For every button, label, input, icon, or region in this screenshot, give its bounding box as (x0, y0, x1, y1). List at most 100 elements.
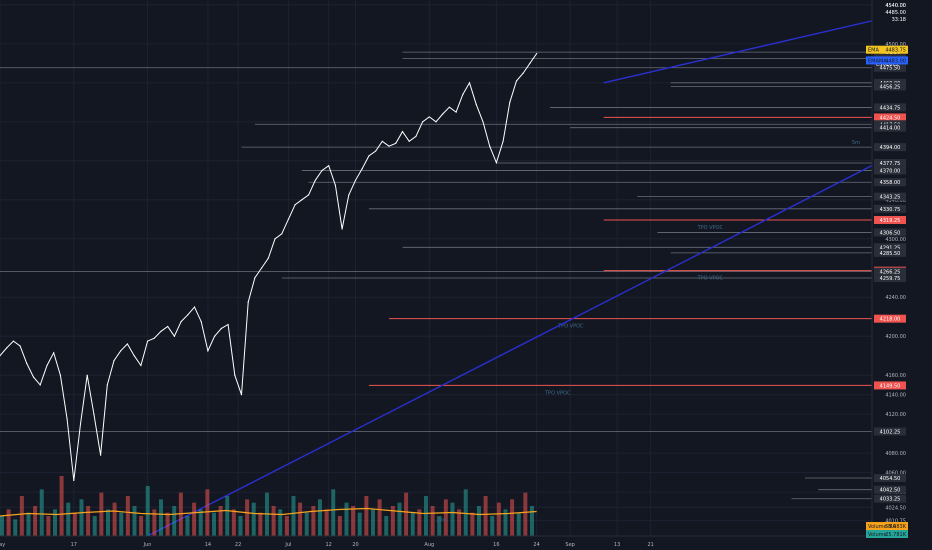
price-point (328, 165, 330, 167)
volume-bar (410, 512, 415, 536)
volume-bar (390, 506, 395, 536)
volume-bar (516, 512, 521, 536)
price-point (120, 350, 122, 352)
volume-bar (152, 509, 157, 536)
badge-box (866, 522, 908, 530)
volume-bar (238, 516, 243, 536)
time-axis[interactable]: May 17 Jun 14 22 Jul 12 20 Aug 16 24 Sep 13 21 (0, 535, 872, 550)
price-label: 4033.25 (880, 497, 901, 503)
price-point (482, 121, 484, 123)
price-point (173, 335, 175, 337)
volume-bar (351, 506, 356, 536)
price-point (73, 479, 75, 482)
volume-bar (437, 516, 442, 536)
volume-bar (423, 496, 428, 536)
vpoc-label: TPO VPOC (697, 225, 724, 231)
price-point (146, 340, 149, 342)
volume-bar (364, 496, 369, 536)
volume-bar (476, 506, 481, 536)
price-point (354, 179, 357, 181)
price-point (536, 53, 538, 55)
price-point (254, 277, 256, 279)
price-point (281, 233, 283, 235)
price-label: 4414.00 (880, 126, 901, 132)
vpoc-levels[interactable]: TPO VPOC TPO VPOC TPO VPOC TPO VPOC (368, 116, 872, 396)
price-point (307, 194, 310, 196)
volume-bar (145, 486, 150, 536)
vpoc-label: TPO VPOC (544, 390, 571, 396)
price-point (140, 364, 142, 367)
vpoc-label: TPO VPOC (697, 276, 724, 282)
price-label: 4377.75 (880, 161, 901, 167)
x-tick-label: Sep (565, 542, 574, 548)
x-tick-label: 17 (71, 542, 77, 548)
volume-bar (304, 512, 309, 536)
grid-lines (0, 0, 872, 536)
price-label-box (874, 248, 906, 257)
price-point (46, 364, 48, 367)
volume-bar (443, 499, 448, 536)
volume-bar (231, 509, 236, 536)
price-label-box (874, 158, 906, 167)
volume-bar (258, 512, 263, 536)
y-tick-label: 4240.00 (885, 295, 906, 301)
price-point (361, 167, 363, 170)
price-point (106, 384, 108, 386)
price-point (321, 169, 323, 172)
price-point (401, 130, 404, 133)
price-label: 4370.00 (880, 169, 901, 175)
price-point (227, 323, 229, 326)
price-point (79, 423, 82, 425)
volume-bar (496, 502, 501, 536)
price-point (220, 327, 222, 330)
volume-bar (225, 496, 230, 536)
price-point (462, 93, 464, 96)
y-tick-label: 4120.00 (885, 412, 906, 418)
volume-bar (417, 509, 422, 536)
x-tick-label: 12 (325, 542, 331, 548)
price-label: 4306.50 (880, 230, 901, 236)
price-point (66, 418, 68, 420)
price-point (428, 116, 430, 118)
price-label-box (874, 192, 906, 201)
price-label-box (874, 113, 906, 122)
volume-bar (470, 512, 475, 536)
volume-bar (503, 509, 508, 536)
price-point (19, 345, 21, 347)
xaxis-background (0, 536, 872, 550)
price-label: 4434.75 (880, 105, 901, 111)
badge-value: 25.781K (885, 532, 906, 538)
price-point (442, 113, 444, 115)
price-point (126, 343, 129, 345)
volume-bar (72, 512, 77, 536)
y-tick-label: 4300.00 (885, 237, 906, 243)
price-label-box (874, 243, 906, 252)
price-label: 4330.75 (880, 207, 901, 213)
price-label-box (874, 273, 906, 282)
vpoc-label: TPO VPOC (557, 324, 584, 330)
volume-bar (112, 502, 117, 536)
volume-bar (450, 502, 455, 536)
price-point (267, 257, 269, 259)
price-label-box (874, 166, 906, 175)
volume-bar (139, 516, 144, 536)
price-point (381, 140, 383, 142)
price-label-box (874, 474, 906, 483)
volume-bar (251, 502, 256, 536)
price-point (341, 228, 343, 230)
badge-box (866, 56, 908, 65)
volume-bar (317, 499, 322, 536)
volume-bar (278, 509, 283, 536)
price-point (435, 121, 437, 123)
price-label-box (874, 103, 906, 112)
x-tick-label: 22 (235, 542, 241, 548)
price-point (187, 314, 189, 316)
badge-name: Volume (868, 532, 887, 538)
price-axis[interactable]: 4540.004500.004460.004420.004380.004340.… (871, 0, 932, 550)
volume-bar (33, 506, 38, 536)
price-point (153, 337, 155, 339)
y-tick-label: 4140.00 (885, 393, 906, 399)
price-label-box (874, 178, 906, 187)
trend-channel[interactable] (147, 13, 932, 537)
